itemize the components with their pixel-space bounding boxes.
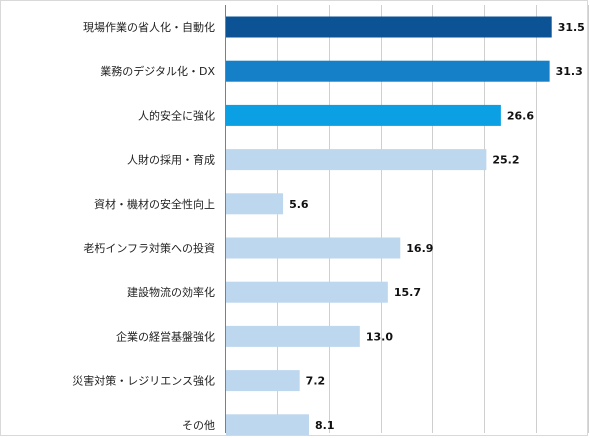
category-label: 現場作業の省人化・自動化 bbox=[83, 20, 215, 34]
bar bbox=[226, 16, 552, 38]
data-label: 26.6 bbox=[507, 109, 534, 122]
data-label: 8.1 bbox=[315, 419, 335, 432]
category-label: 建設物流の効率化 bbox=[127, 285, 215, 299]
bar bbox=[226, 281, 388, 303]
category-label: 資材・機材の安全性向上 bbox=[94, 197, 215, 211]
data-label: 16.9 bbox=[406, 242, 433, 255]
bar bbox=[226, 325, 360, 347]
data-label: 25.2 bbox=[492, 154, 519, 167]
data-label: 7.2 bbox=[306, 375, 326, 388]
data-label: 31.3 bbox=[556, 65, 583, 78]
category-label: 人財の採用・育成 bbox=[127, 153, 215, 167]
category-label: 老朽インフラ対策への投資 bbox=[83, 241, 215, 255]
bar bbox=[226, 193, 284, 215]
data-label: 31.5 bbox=[558, 21, 585, 34]
bar bbox=[226, 104, 501, 126]
bar bbox=[226, 60, 550, 82]
category-label: 業務のデジタル化・DX bbox=[100, 64, 215, 78]
bar bbox=[226, 414, 310, 436]
category-label: その他 bbox=[182, 419, 215, 432]
data-label: 13.0 bbox=[366, 330, 393, 343]
data-label: 5.6 bbox=[289, 198, 309, 211]
category-label: 企業の経営基盤強化 bbox=[116, 329, 215, 343]
data-label: 15.7 bbox=[394, 286, 421, 299]
bar bbox=[226, 370, 300, 392]
category-label: 災害対策・レジリエンス強化 bbox=[72, 374, 215, 388]
category-label: 人的安全に強化 bbox=[138, 108, 215, 122]
bar bbox=[226, 149, 487, 171]
bar bbox=[226, 237, 401, 259]
